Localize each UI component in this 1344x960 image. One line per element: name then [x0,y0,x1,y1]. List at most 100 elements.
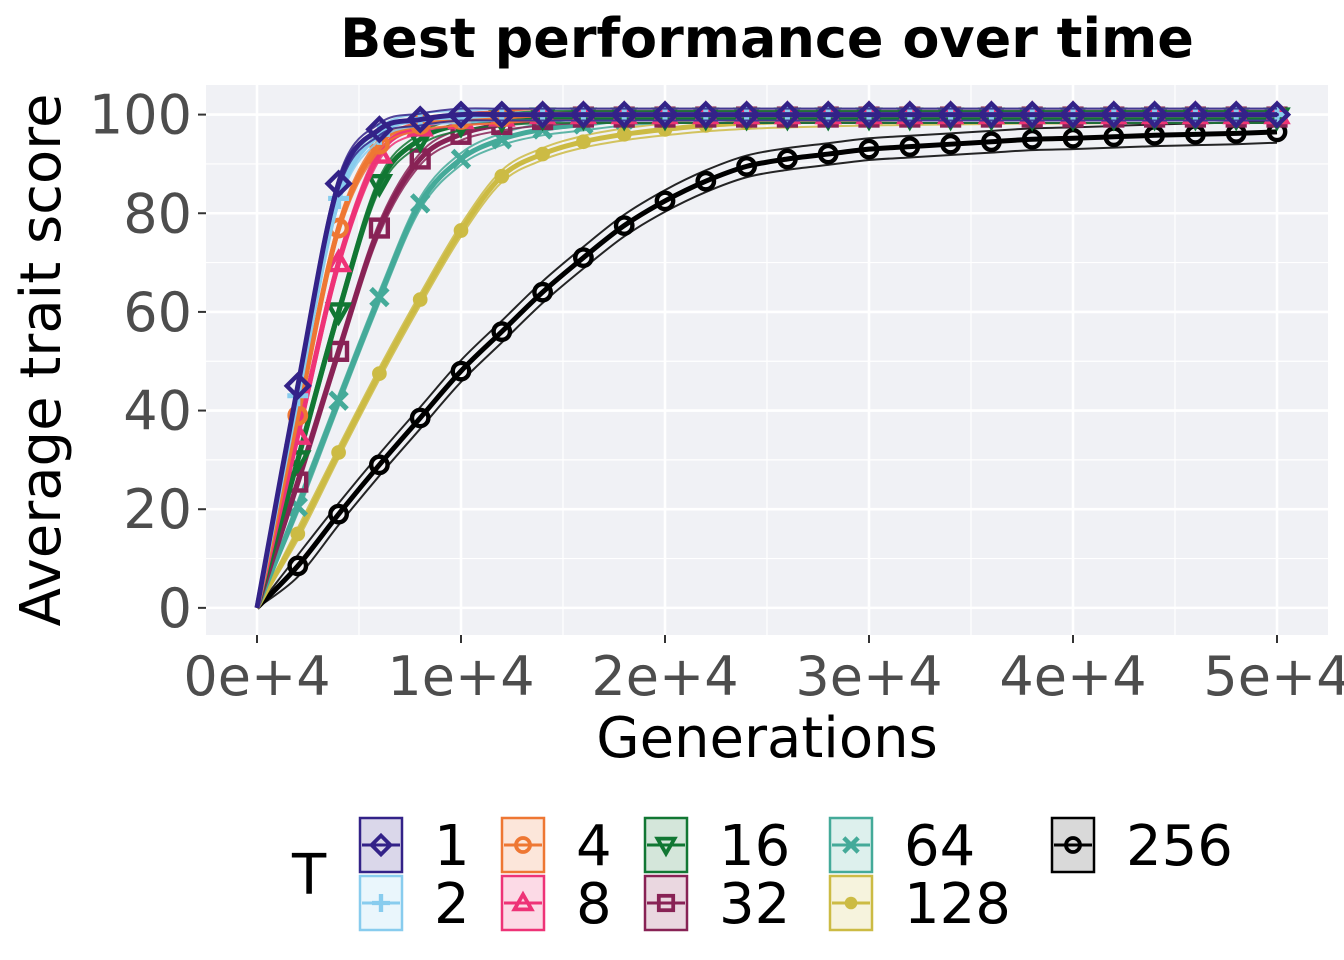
legend-label-64: 64 [904,814,975,879]
series-256-line [255,129,1278,610]
series-1-point-center [499,112,504,117]
series-1-point [1262,100,1292,129]
series-1-point-center [1030,112,1035,117]
series-64-point [369,286,390,308]
series-256-point [940,133,961,155]
series-16-point [324,302,353,327]
series-layer [254,100,1292,610]
series-1-point-center [663,112,667,117]
series-1-point-center [867,112,871,117]
series-256 [255,120,1288,610]
x-tick-label: 2e+4 [591,645,738,708]
series-128-point [412,292,428,307]
legend-item-2: 2 [358,872,470,937]
series-256-point [573,247,594,269]
legend-key-marker-16 [654,836,678,858]
series-1-point [936,100,965,129]
series-1-point [324,169,353,198]
series-256-point [409,407,431,429]
series-128-point [535,146,550,162]
series-1-point-center [336,181,341,186]
series-1-point [854,100,884,129]
series-1-point [732,100,761,129]
series-1-point [773,100,802,129]
series-1-point-center [989,112,994,117]
series-1-point [610,100,639,129]
series-64-point [328,390,349,411]
series-1-point-center [540,112,545,117]
x-tick-label: 3e+4 [795,645,942,708]
legend-key-marker-2 [372,894,390,912]
series-1-point-center [785,112,790,117]
legend-label-16: 16 [719,814,790,879]
series-128-point [576,134,591,150]
series-128-point [494,168,510,184]
legend-label-1: 1 [434,814,470,879]
series-1-point-center [622,112,627,117]
series-1-point-center [1234,112,1239,117]
series-1-point-center [703,112,708,117]
legend-key-marker-128 [844,896,858,910]
series-256-point [736,155,757,177]
series-1-upper-bound [256,107,1277,609]
series-1-point [977,100,1006,129]
legend-item-1: 1 [358,814,470,879]
legend-item-8: 8 [500,872,612,937]
grid-lines [206,85,1328,635]
series-128-point [331,445,346,460]
series-1-point-center [418,117,423,122]
series-1-point [1099,100,1128,129]
series-1 [254,100,1292,609]
series-128-point [616,126,632,142]
y-tick-label: 80 [123,182,192,245]
series-256-point [899,136,921,158]
series-1-point [528,100,557,129]
series-1-point-center [907,112,912,117]
y-axis: 0 20 40 60 80 100 [89,84,206,640]
legend-label-4: 4 [576,814,612,879]
series-1-point-center [295,384,300,388]
series-1-point [650,100,680,129]
legend-label-32: 32 [719,872,790,937]
legend-item-16: 16 [643,814,790,879]
series-16-point [365,173,394,199]
x-axis-title: Generations [596,706,938,771]
y-tick-label: 0 [158,577,192,640]
series-1-point-center [459,112,463,117]
series-1-point [406,105,435,134]
series-256-point [858,138,880,160]
legend-label-8: 8 [576,872,612,937]
x-tick-label: 0e+4 [183,645,330,708]
series-1-point [1222,100,1251,129]
legend-key-marker-256 [1064,836,1082,854]
legend-item-32: 32 [643,872,790,937]
y-tick-label: 20 [123,478,192,541]
y-tick-label: 60 [123,281,192,344]
series-128-point [372,366,387,381]
legend-item-128: 128 [828,872,1011,937]
legend-title: T [291,843,327,908]
series-256-point [287,555,309,577]
series-256-point [695,170,717,192]
series-64-point [450,148,472,170]
series-256-point [654,190,676,212]
series-128-point [290,526,306,542]
x-tick-label: 5e+4 [1203,645,1344,708]
series-256-point [532,281,553,303]
series-32-point [368,217,391,239]
legend-key-marker-1-center [379,843,383,847]
x-tick-label: 4e+4 [999,645,1146,708]
series-256-point [328,503,349,525]
series-1-point-center [948,112,953,117]
series-1-point [365,115,394,144]
chart-title: Best performance over time [340,7,1194,70]
series-32-point [327,340,350,362]
x-axis: 0e+4 1e+4 2e+4 3e+4 4e+4 5e+4 [183,635,1344,708]
legend-label-2: 2 [434,872,470,937]
legend-label-128: 128 [904,872,1011,937]
y-axis-title: Average trait score [9,94,74,627]
series-1-point [1181,100,1210,129]
series-1-point-center [744,112,749,117]
series-1-point [569,100,598,129]
